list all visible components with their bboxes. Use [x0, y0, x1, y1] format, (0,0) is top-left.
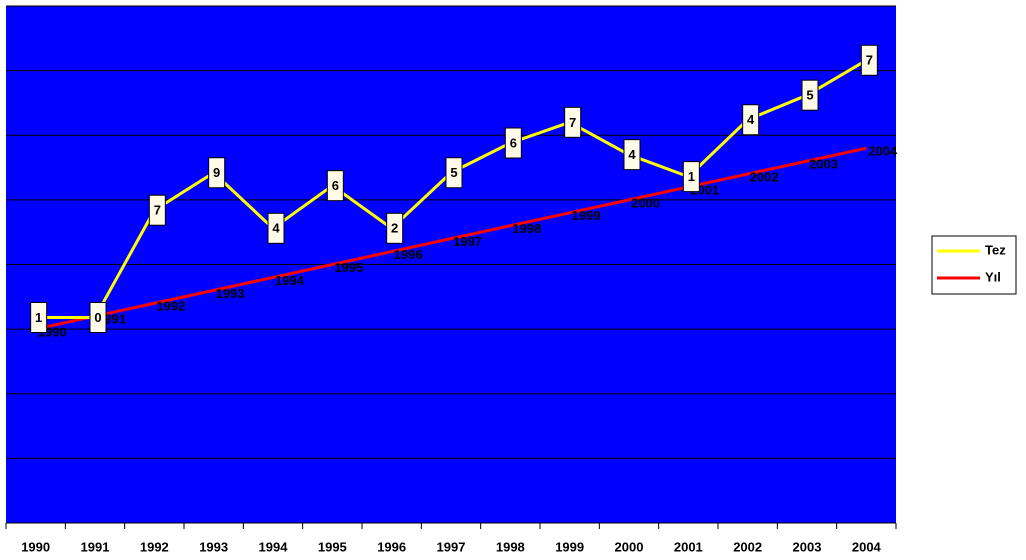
legend-label: Yıl [985, 269, 1001, 284]
data-label-box [801, 79, 819, 111]
data-label-box [564, 106, 582, 138]
data-label-box [267, 212, 285, 244]
data-label-box [326, 170, 344, 202]
data-label: 2000 [631, 195, 660, 210]
data-label: 2 [391, 221, 398, 236]
data-label: 0 [94, 310, 101, 325]
data-label-box [148, 194, 166, 226]
legend-label: Tez [985, 242, 1006, 257]
data-label: 4 [272, 221, 280, 236]
data-label-box [386, 212, 404, 244]
data-label: 2003 [809, 157, 838, 172]
x-tick-label: 1993 [199, 539, 228, 554]
data-label: 1 [688, 169, 695, 184]
x-tick-label: 2003 [793, 539, 822, 554]
data-label: 7 [569, 115, 576, 130]
x-tick-label: 1994 [259, 539, 289, 554]
series-line [35, 146, 867, 331]
x-tick-label: 2001 [674, 539, 703, 554]
x-tick-label: 2002 [733, 539, 762, 554]
data-label: 2002 [750, 169, 779, 184]
x-tick-label: 1996 [377, 539, 406, 554]
data-label: 5 [450, 165, 457, 180]
x-tick-label: 1991 [81, 539, 110, 554]
data-label: 1999 [572, 208, 601, 223]
data-label: 1998 [512, 221, 541, 236]
data-label-box [504, 127, 522, 159]
data-label-box [89, 301, 107, 333]
data-label: 1993 [216, 286, 245, 301]
data-label: 1997 [453, 234, 482, 249]
data-label: 1995 [334, 260, 363, 275]
data-label: 6 [510, 135, 517, 150]
data-label: 1992 [156, 299, 185, 314]
data-label-box [682, 161, 700, 193]
data-label: 5 [806, 88, 813, 103]
data-label: 9 [213, 165, 220, 180]
legend-box [931, 235, 1017, 295]
x-tick-label: 1995 [318, 539, 347, 554]
data-label: 4 [628, 147, 636, 162]
data-label-box [860, 44, 878, 76]
data-label: 7 [154, 203, 161, 218]
data-label: 2004 [868, 144, 898, 159]
data-label-box [742, 104, 760, 136]
data-label: 7 [866, 53, 873, 68]
data-label: 1 [35, 310, 42, 325]
data-label: 4 [747, 112, 755, 127]
x-tick-label: 1990 [21, 539, 50, 554]
data-label-box [445, 157, 463, 189]
data-label: 6 [332, 178, 339, 193]
x-tick-label: 1997 [437, 539, 466, 554]
x-tick-label: 1999 [555, 539, 584, 554]
data-label-box [208, 157, 226, 189]
x-tick-label: 2004 [852, 539, 882, 554]
data-label-box [30, 301, 48, 333]
data-label-box [623, 139, 641, 171]
data-label: 1994 [275, 273, 305, 288]
x-tick-label: 1998 [496, 539, 525, 554]
data-label: 1996 [394, 247, 423, 262]
x-tick-label: 1992 [140, 539, 169, 554]
x-tick-label: 2000 [615, 539, 644, 554]
